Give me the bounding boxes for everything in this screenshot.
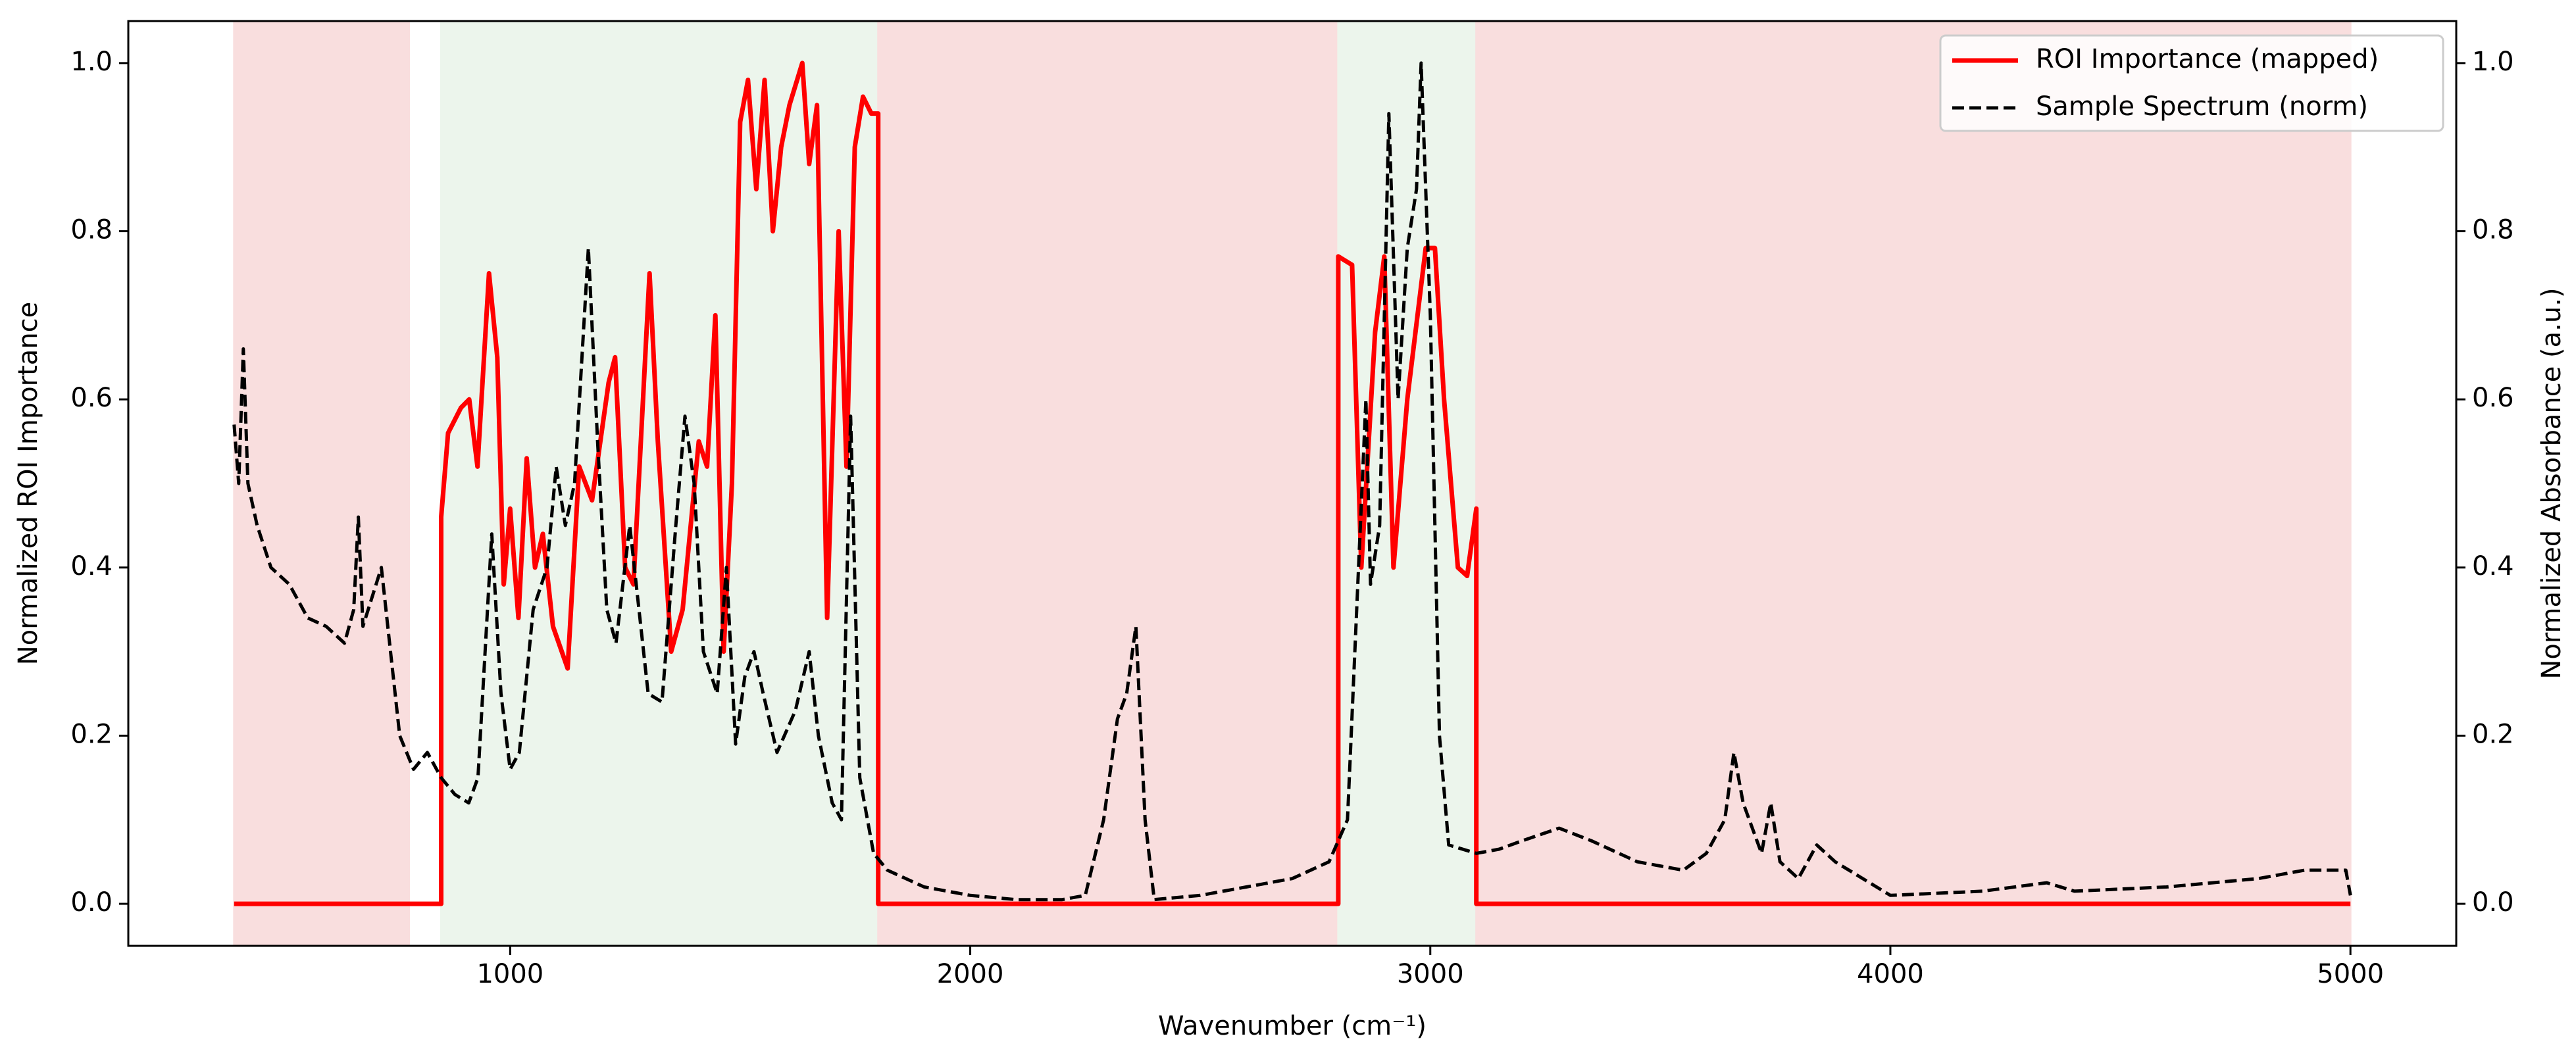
y-axis-label: Normalized ROI Importance bbox=[13, 302, 43, 666]
y-tick-label: 0.4 bbox=[70, 551, 113, 581]
shaded-region bbox=[877, 20, 1340, 947]
x-tick-label: 3000 bbox=[1397, 959, 1464, 989]
series-line bbox=[234, 61, 2351, 906]
y-tick-label: 0.0 bbox=[70, 887, 113, 918]
x-axis-label: Wavenumber (cm⁻¹) bbox=[1158, 1011, 1427, 1041]
y2-tick-label: 0.4 bbox=[2472, 551, 2514, 581]
x-tick-label: 5000 bbox=[2317, 959, 2384, 989]
y2-tick-label: 0.8 bbox=[2472, 215, 2514, 245]
y2-axis-label: Normalized Absorbance (a.u.) bbox=[2537, 287, 2567, 679]
y2-tick-label: 0.0 bbox=[2472, 887, 2514, 918]
shaded-region bbox=[1475, 20, 2352, 947]
y-tick-label: 1.0 bbox=[70, 47, 113, 77]
y-tick-label: 0.2 bbox=[70, 719, 113, 749]
series-line bbox=[232, 61, 2352, 902]
x-tick-label: 1000 bbox=[476, 959, 543, 989]
shaded-region bbox=[1337, 20, 1478, 947]
y2-tick-label: 0.2 bbox=[2472, 719, 2514, 749]
legend: ROI Importance (mapped) Sample Spectrum (… bbox=[1939, 34, 2444, 132]
y-tick-label: 0.6 bbox=[70, 383, 113, 413]
legend-label: ROI Importance (mapped) bbox=[2036, 44, 2379, 74]
y2-tick-label: 0.6 bbox=[2472, 383, 2514, 413]
shaded-region bbox=[233, 20, 411, 947]
plot-frame bbox=[127, 20, 2458, 947]
y-tick-label: 0.8 bbox=[70, 215, 113, 245]
legend-label: Sample Spectrum (norm) bbox=[2036, 91, 2368, 122]
x-tick-label: 2000 bbox=[937, 959, 1004, 989]
y2-tick-label: 1.0 bbox=[2472, 47, 2514, 77]
x-tick-label: 4000 bbox=[1857, 959, 1924, 989]
legend-box bbox=[1939, 34, 2444, 132]
